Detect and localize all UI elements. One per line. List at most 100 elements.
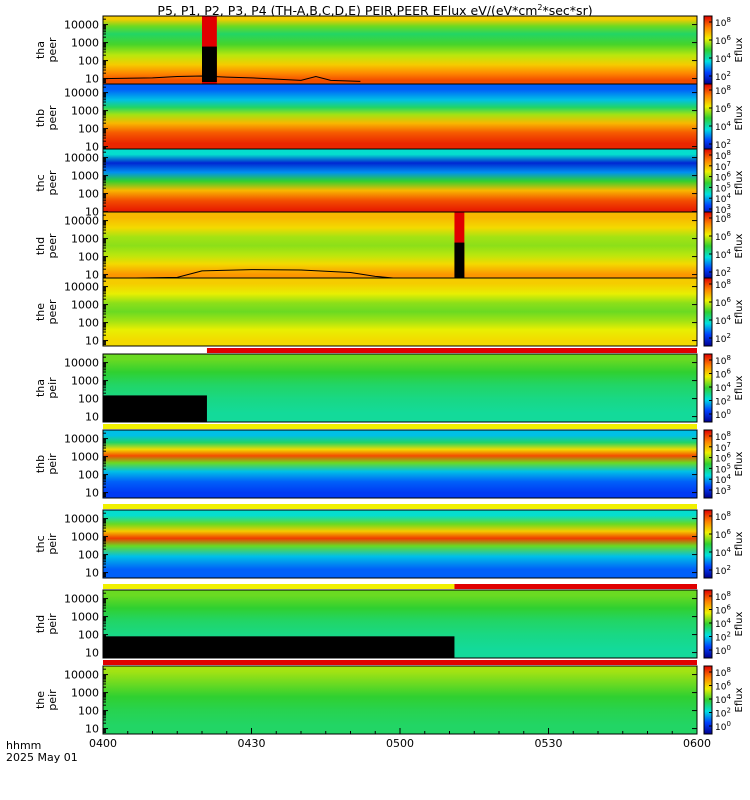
colorbar-tick-label: 104 bbox=[715, 381, 731, 394]
spectrogram-image bbox=[103, 510, 697, 578]
colorbar-tick-label: 106 bbox=[715, 102, 731, 115]
colorbar-tick-label: 104 bbox=[715, 693, 731, 706]
y-tick-label: 10000 bbox=[64, 281, 99, 294]
colorbar-tick-exponent: 0 bbox=[726, 644, 730, 652]
colorbar-tick-base: 10 bbox=[715, 141, 727, 151]
y-tick-label: 10000 bbox=[64, 593, 99, 606]
colorbar-tick-exponent: 3 bbox=[726, 484, 730, 492]
x-tick-label: 0600 bbox=[683, 737, 711, 750]
y-tick-label: 100 bbox=[78, 251, 99, 264]
colorbar-label: Eflux bbox=[734, 687, 745, 712]
x-tick-label: 0500 bbox=[386, 737, 414, 750]
colorbar-tick-label: 102 bbox=[715, 266, 731, 279]
colorbar-tick-base: 10 bbox=[715, 567, 727, 577]
colorbar-tick-label: 108 bbox=[715, 84, 731, 97]
species-label: peer bbox=[46, 299, 59, 325]
species-label: peer bbox=[46, 37, 59, 63]
colorbar-tick-label: 102 bbox=[715, 332, 731, 345]
quality-flag-bar bbox=[454, 584, 697, 589]
colorbar-label: Eflux bbox=[734, 233, 745, 258]
colorbar-tick-base: 10 bbox=[715, 444, 727, 454]
colorbar-tick-label: 102 bbox=[715, 707, 731, 720]
species-label: peir bbox=[46, 533, 59, 555]
y-tick-label: 1000 bbox=[71, 451, 99, 464]
species-label: peer bbox=[46, 233, 59, 259]
colorbar-tick-exponent: 4 bbox=[726, 693, 731, 701]
colorbar bbox=[703, 15, 713, 85]
y-axis-label: thepeer bbox=[34, 299, 59, 325]
colorbar-tick-exponent: 6 bbox=[726, 296, 731, 304]
y-tick-label: 10 bbox=[85, 141, 99, 154]
colorbar-tick-label: 108 bbox=[715, 666, 731, 679]
panels-group: 10100100010000thapeer102104106108Eflux10… bbox=[34, 15, 745, 736]
chart-title-suffix: *sec*sr) bbox=[542, 3, 593, 19]
chart-title-superscript: 2 bbox=[537, 3, 543, 12]
colorbar-tick-exponent: 2 bbox=[726, 332, 730, 340]
y-tick-label: 1000 bbox=[71, 687, 99, 700]
species-label: peer bbox=[46, 105, 59, 131]
spectrogram-image bbox=[103, 666, 697, 734]
colorbar-tick-exponent: 2 bbox=[726, 631, 730, 639]
colorbar-tick-exponent: 8 bbox=[726, 16, 730, 24]
colorbar-tick-label: 106 bbox=[715, 528, 731, 541]
colorbar-tick-base: 10 bbox=[715, 384, 727, 394]
colorbar-tick-label: 100 bbox=[715, 644, 731, 657]
panel-the-peir: 10100100010000thepeir100102104106108Eflu… bbox=[34, 660, 745, 736]
colorbar-tick-label: 106 bbox=[715, 34, 731, 47]
colorbar-tick-exponent: 8 bbox=[726, 510, 730, 518]
y-tick-label: 1000 bbox=[71, 170, 99, 183]
panel-thb-peir: 10100100010000thbpeir103104105106107108E… bbox=[34, 424, 745, 500]
y-tick-label: 100 bbox=[78, 629, 99, 642]
quality-flag-bar bbox=[103, 504, 697, 509]
colorbar-tick-label: 107 bbox=[715, 160, 731, 173]
spectrogram-image bbox=[103, 84, 697, 152]
y-axis-label: thapeir bbox=[34, 377, 59, 399]
species-label: peir bbox=[46, 453, 59, 475]
colorbar-tick-exponent: 8 bbox=[726, 212, 730, 220]
colorbar-tick-base: 10 bbox=[715, 184, 727, 194]
y-tick-label: 10 bbox=[85, 411, 99, 424]
colorbar-tick-base: 10 bbox=[715, 123, 727, 133]
colorbar-label: Eflux bbox=[734, 105, 745, 130]
colorbar bbox=[703, 665, 713, 735]
colorbar-tick-exponent: 8 bbox=[726, 354, 730, 362]
colorbar-tick-label: 104 bbox=[715, 473, 731, 486]
colorbar-tick-exponent: 8 bbox=[726, 149, 730, 157]
colorbar-tick-base: 10 bbox=[715, 513, 727, 523]
colorbar-tick-base: 10 bbox=[715, 317, 727, 327]
quality-flag-bar bbox=[206, 348, 697, 353]
colorbar-tick-base: 10 bbox=[715, 163, 727, 173]
colorbar-tick-base: 10 bbox=[715, 433, 727, 443]
colorbar-tick-exponent: 0 bbox=[726, 408, 730, 416]
y-tick-label: 10000 bbox=[64, 357, 99, 370]
colorbar-tick-exponent: 4 bbox=[726, 314, 731, 322]
y-tick-label: 10000 bbox=[64, 513, 99, 526]
y-tick-label: 10 bbox=[85, 73, 99, 86]
colorbar-tick-exponent: 2 bbox=[726, 707, 730, 715]
probe-label: thb bbox=[34, 109, 47, 127]
y-tick-label: 10 bbox=[85, 206, 99, 219]
colorbar-tick-base: 10 bbox=[715, 455, 727, 465]
colorbar-tick-label: 105 bbox=[715, 181, 731, 194]
colorbar-tick-exponent: 8 bbox=[726, 590, 730, 598]
y-axis-label: thcpeer bbox=[34, 170, 59, 196]
colorbar-tick-base: 10 bbox=[715, 357, 727, 367]
spectrogram-image bbox=[103, 430, 697, 498]
colorbar-tick-exponent: 2 bbox=[726, 138, 730, 146]
colorbar-tick-exponent: 4 bbox=[726, 52, 731, 60]
y-tick-label: 10000 bbox=[64, 19, 99, 32]
y-tick-label: 100 bbox=[78, 55, 99, 68]
colorbar-tick-base: 10 bbox=[715, 723, 727, 733]
colorbar-tick-label: 106 bbox=[715, 230, 731, 243]
colorbar-tick-base: 10 bbox=[715, 87, 727, 97]
time-format-label: hhmm bbox=[6, 739, 41, 752]
colorbar-tick-exponent: 8 bbox=[726, 278, 730, 286]
spectrogram-image bbox=[103, 278, 697, 346]
colorbar bbox=[703, 353, 713, 423]
colorbar-tick-exponent: 5 bbox=[726, 181, 730, 189]
colorbar-tick-label: 104 bbox=[715, 546, 731, 559]
